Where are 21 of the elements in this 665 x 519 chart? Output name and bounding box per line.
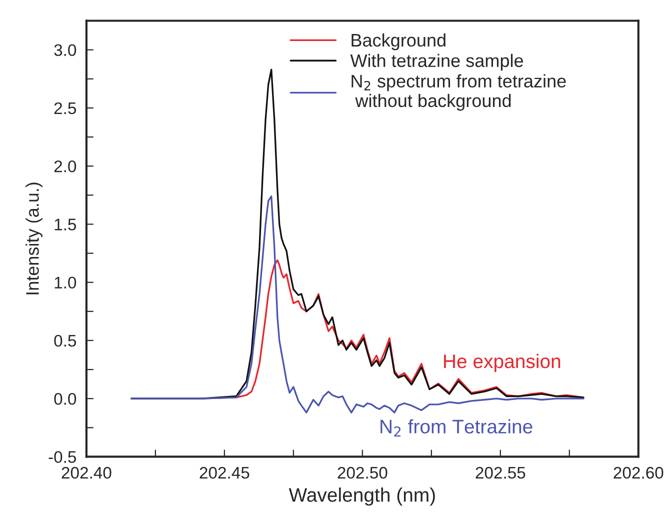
y-tick-label: -0.5 (48, 451, 76, 463)
y-tick-label: 2.5 (54, 102, 76, 114)
y-tick-label: 1.5 (54, 218, 76, 230)
legend-label: Background (352, 33, 446, 50)
y-axis-title: Intensity (a.u.) (26, 182, 42, 294)
y-tick-label: 0.0 (54, 392, 76, 405)
line-series (130, 195, 584, 414)
x-tick-label: 202.60 (614, 466, 664, 479)
x-tick-label: 202.40 (62, 466, 112, 479)
x-tick-label: 202.45 (200, 466, 250, 479)
legend-label: N$_{2}$ spectrum from tetrazine without background (352, 74, 566, 111)
annotation: He expansion (444, 354, 560, 372)
x-tick-label: 202.55 (476, 466, 526, 479)
y-tick-label: 3.0 (54, 44, 76, 56)
y-tick-label: 2.0 (54, 160, 76, 172)
x-tick-label: 202.50 (338, 466, 388, 479)
y-tick-label: 1.0 (54, 276, 76, 289)
annotation: N$_{2}$ from Tetrazine (380, 419, 532, 436)
y-tick-label: 0.5 (54, 334, 76, 347)
legend-label: With tetrazine sample (350, 54, 524, 71)
x-axis-title: Wavelength (nm) (288, 488, 435, 506)
